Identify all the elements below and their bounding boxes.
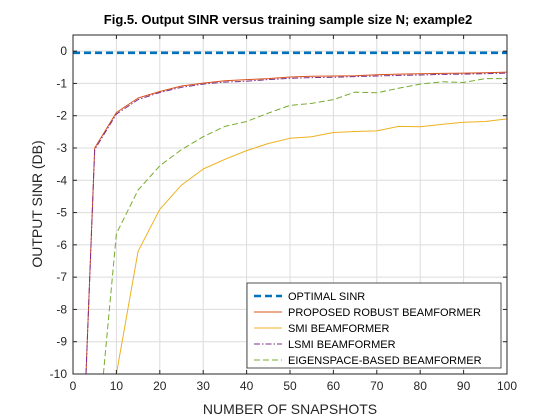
series-line-5 <box>102 78 507 374</box>
legend-label: LSMI BEAMFORMER <box>288 339 396 351</box>
y-tick-label: -3 <box>56 141 67 155</box>
y-axis-label: OUTPUT SINR (DB) <box>29 140 45 267</box>
x-tick-label: 80 <box>414 379 428 393</box>
legend: OPTIMAL SINR PROPOSED ROBUST BEAMFORMER SM… <box>246 282 502 369</box>
y-tick-label: -10 <box>50 367 68 381</box>
legend-label: PROPOSED ROBUST BEAMFORMER <box>288 307 481 319</box>
legend-label: SMI BEAMFORMER <box>288 323 390 335</box>
x-tick-label: 20 <box>153 379 167 393</box>
axis-ticks <box>72 35 508 375</box>
y-tick-label: -9 <box>56 335 67 349</box>
y-tick-label: -5 <box>56 206 67 220</box>
y-tick-label: -6 <box>56 238 67 252</box>
x-tick-label: 10 <box>110 379 124 393</box>
y-tick-label: -2 <box>56 109 67 123</box>
series-line-2 <box>85 71 507 374</box>
legend-box <box>246 282 502 369</box>
x-tick-label: 40 <box>240 379 254 393</box>
y-tick-label: -1 <box>56 76 67 90</box>
x-tick-label: 60 <box>327 379 341 393</box>
y-tick-label: 0 <box>60 44 67 58</box>
x-tick-label: 100 <box>497 379 517 393</box>
x-tick-label: 30 <box>197 379 211 393</box>
y-tick-labels: 0 -1 -2 -3 -4 -5 -6 -7 -8 -9 -10 <box>50 44 68 381</box>
chart-title: Fig.5. Output SINR versus training sampl… <box>104 12 472 27</box>
series-line-4 <box>85 72 507 374</box>
x-tick-labels: 0 10 20 30 40 50 60 70 80 90 100 <box>70 379 518 393</box>
y-tick-label: -7 <box>56 270 67 284</box>
legend-label: OPTIMAL SINR <box>288 291 365 303</box>
series-line-3 <box>115 118 507 374</box>
legend-label: EIGENSPACE-BASED BEAMFORMER <box>288 355 482 367</box>
x-axis-label: NUMBER OF SNAPSHOTS <box>203 401 377 417</box>
x-tick-label: 50 <box>283 379 297 393</box>
y-tick-label: -8 <box>56 302 67 316</box>
y-tick-label: -4 <box>56 173 67 187</box>
series-layer <box>73 51 507 374</box>
x-tick-label: 0 <box>70 379 77 393</box>
x-tick-label: 70 <box>370 379 384 393</box>
x-tick-label: 90 <box>457 379 471 393</box>
